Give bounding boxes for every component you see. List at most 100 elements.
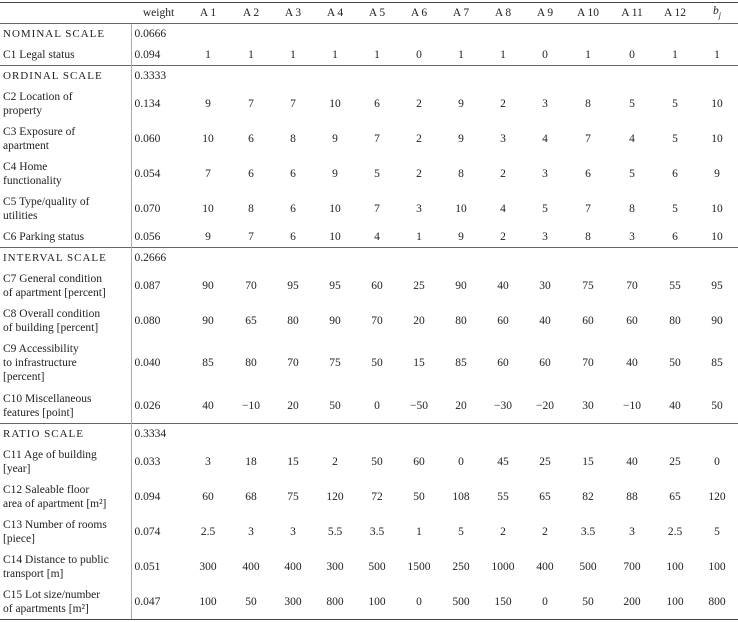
section-empty-cell bbox=[186, 23, 230, 44]
alternative-value-cell: 60 bbox=[413, 455, 425, 468]
alternative-value-cell: 4 bbox=[629, 132, 635, 145]
criterion-weight: 0.070 bbox=[130, 191, 186, 226]
alternative-value-cell: 45 bbox=[497, 455, 509, 468]
alternative-value-cell: 80 bbox=[245, 357, 257, 369]
alternative-value-cell: 40 bbox=[539, 314, 551, 327]
alternative-value-cell: 3 bbox=[542, 97, 548, 110]
table-row: C1 Legal status 0.094 1 1 1 1 1 0 1 1 0 1 0 1 1 bbox=[0, 44, 738, 66]
criterion-label-line: [year] bbox=[3, 462, 31, 475]
best-value-cell: 100 bbox=[708, 560, 726, 573]
alternative-value-cell: 0 bbox=[542, 48, 548, 61]
alternative-value-cell: 8 bbox=[585, 97, 591, 110]
alternative-value-cell: 3.5 bbox=[369, 525, 385, 538]
alternative-value-cell: −10 bbox=[623, 399, 641, 412]
section-empty-cell bbox=[186, 65, 230, 86]
alternative-value-cell: 3 bbox=[629, 525, 635, 538]
criterion-label: C7 General condition of apartment [percen… bbox=[0, 268, 131, 303]
alternative-value-cell: 30 bbox=[539, 279, 551, 292]
criterion-label: C15 Lot size/number of apartments [m²] bbox=[0, 584, 131, 620]
best-value-cell: 120 bbox=[708, 490, 726, 503]
alternative-value-cell: 6 bbox=[672, 230, 678, 243]
alternative-value-cell: 1 bbox=[205, 48, 211, 61]
section-empty-cell bbox=[230, 247, 272, 268]
alternative-value-cell: 70 bbox=[245, 279, 257, 292]
alternative-value-cell: 300 bbox=[199, 560, 217, 573]
alternative-value-cell: 2 bbox=[500, 230, 506, 243]
criterion-label: C6 Parking status bbox=[0, 226, 131, 248]
alternative-value-cell: 75 bbox=[582, 279, 594, 292]
alternative-value-cell: −10 bbox=[242, 399, 260, 412]
best-value-cell: 10 bbox=[711, 97, 723, 110]
alternative-value-cell: 2.5 bbox=[200, 525, 216, 538]
criterion-label-line: C8 Overall condition bbox=[3, 307, 101, 320]
alternative-value-cell: 800 bbox=[314, 584, 356, 620]
criterion-label-line: C14 Distance to public bbox=[3, 553, 109, 566]
criterion-label-line: to infrastructure bbox=[3, 357, 77, 369]
section-empty-cell bbox=[610, 23, 654, 44]
criterion-label-line: C6 Parking status bbox=[3, 230, 85, 243]
alternative-value-cell: 4 bbox=[500, 202, 506, 215]
criterion-label-line: of apartments [m²] bbox=[3, 602, 89, 615]
criterion-label-line: of apartment [percent] bbox=[3, 286, 106, 299]
section-empty-cell bbox=[356, 247, 398, 268]
alternative-value-cell: 90 bbox=[329, 314, 341, 327]
alternative-value-cell: 108 bbox=[452, 490, 470, 503]
criterion-label: C1 Legal status bbox=[0, 44, 131, 66]
alternative-value-cell: 90 bbox=[202, 279, 214, 292]
alternative-value-cell: 50 bbox=[413, 490, 425, 503]
section-empty-cell bbox=[654, 423, 696, 444]
alternative-value-cell: 80 bbox=[669, 314, 681, 327]
section-empty-cell bbox=[314, 247, 356, 268]
alternative-value-cell: 300 bbox=[272, 584, 314, 620]
section-empty-cell bbox=[272, 65, 314, 86]
alternative-value-cell: 7 bbox=[585, 132, 591, 145]
criterion-label-line: apartment bbox=[3, 139, 49, 152]
alternative-value-cell: 2 bbox=[416, 132, 422, 145]
alternative-value-cell: 10 bbox=[202, 132, 214, 145]
alternative-value-cell: 1 bbox=[248, 48, 254, 61]
criterion-label-line: C5 Type/quality of bbox=[3, 195, 90, 208]
alternative-value-cell: 40 bbox=[626, 357, 638, 369]
alternative-value-cell: 2 bbox=[416, 97, 422, 110]
alternative-value-cell: 1 bbox=[672, 48, 678, 61]
alternative-value-cell: 50 bbox=[669, 357, 681, 369]
section-empty-cell bbox=[356, 65, 398, 86]
section-empty-cell bbox=[314, 65, 356, 86]
section-empty-cell bbox=[610, 65, 654, 86]
criterion-label-line: utilities bbox=[3, 209, 38, 222]
criterion-label-line: features [point] bbox=[3, 406, 74, 419]
section-empty-cell bbox=[356, 23, 398, 44]
table-row: C8 Overall condition of building [percent… bbox=[0, 303, 738, 338]
alternative-value-cell: 3.5 bbox=[580, 525, 596, 538]
criterion-label-line: property bbox=[3, 104, 42, 117]
alternative-value-cell: 8 bbox=[248, 202, 254, 215]
alternative-value-cell: 6 bbox=[585, 167, 591, 180]
alternative-value-cell: 1 bbox=[500, 48, 506, 61]
criterion-label-line: C1 Legal status bbox=[3, 48, 75, 61]
section-weight: 0.0666 bbox=[130, 23, 186, 44]
best-value-cell: 50 bbox=[711, 399, 723, 412]
criterion-label: C4 Home functionality bbox=[0, 156, 131, 191]
alt-header-3: A 3 bbox=[272, 2, 314, 24]
alternative-value-cell: 5.5 bbox=[327, 525, 343, 538]
best-value-cell: 10 bbox=[711, 132, 723, 145]
alternative-value-cell: 5 bbox=[672, 97, 678, 110]
alternative-value-cell: 55 bbox=[669, 279, 681, 292]
alternative-value-cell: 0 bbox=[524, 584, 566, 620]
section-weight: 0.3334 bbox=[130, 423, 186, 444]
alternative-value-cell: 25 bbox=[539, 455, 551, 468]
alternative-value-cell: 5 bbox=[458, 525, 464, 538]
best-value-cell: 10 bbox=[711, 230, 723, 243]
section-empty-cell bbox=[230, 423, 272, 444]
alternative-value-cell: 6 bbox=[290, 167, 296, 180]
table-row: C3 Exposure of apartment 0.060 10 6 8 9 7 2 9 3 4 7 4… bbox=[0, 121, 738, 156]
alt-header-12: A 12 bbox=[654, 2, 696, 24]
alternative-value-cell: −50 bbox=[410, 399, 428, 412]
alternative-value-cell: 4 bbox=[542, 132, 548, 145]
alternative-value-cell: 5 bbox=[672, 202, 678, 215]
best-value-cell: 800 bbox=[696, 584, 738, 620]
alt-header-10: A 10 bbox=[566, 2, 610, 24]
criterion-label: C5 Type/quality of utilities bbox=[0, 191, 131, 226]
alternative-value-cell: 8 bbox=[585, 230, 591, 243]
section-empty-cell bbox=[398, 423, 440, 444]
